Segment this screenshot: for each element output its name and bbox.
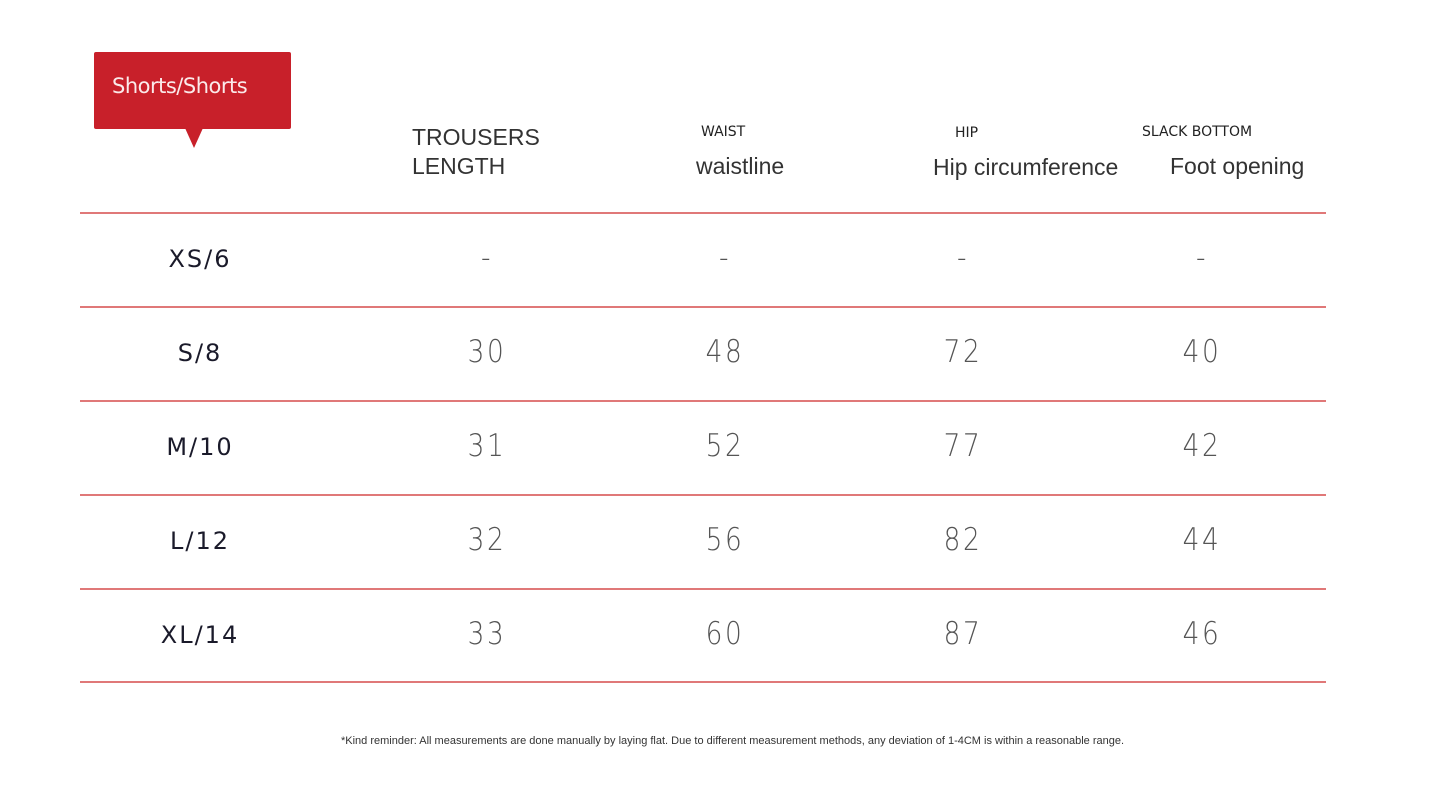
header-foot-opening: Foot opening xyxy=(1170,153,1305,179)
measurement-value: 77 xyxy=(943,428,983,464)
header-foot-small: SLACK BOTTOM xyxy=(1142,124,1253,140)
measurement-value: 48 xyxy=(705,334,745,370)
tag-pointer xyxy=(185,128,203,148)
measurement-value: 87 xyxy=(943,616,983,652)
measurement-value: 30 xyxy=(467,334,507,370)
measurement-value: 32 xyxy=(467,522,507,558)
measurement-value: 82 xyxy=(943,522,983,558)
category-tag: Shorts/Shorts xyxy=(94,52,291,129)
size-label: L/12 xyxy=(170,527,230,555)
header-hip-small: HIP xyxy=(955,125,979,141)
measurement-value: 56 xyxy=(705,522,745,558)
header-line: LENGTH xyxy=(412,153,506,179)
measurement-value: - xyxy=(718,240,732,276)
row-divider xyxy=(80,494,1326,496)
row-divider xyxy=(80,588,1326,590)
header-waist: waistline xyxy=(696,153,785,179)
category-label: Shorts/Shorts xyxy=(112,74,248,98)
measurement-value: - xyxy=(1195,240,1209,276)
row-divider xyxy=(80,306,1326,308)
measurement-value: 52 xyxy=(705,428,745,464)
row-divider xyxy=(80,681,1326,683)
row-divider xyxy=(80,212,1326,214)
size-label: M/10 xyxy=(166,433,234,461)
measurement-value: 42 xyxy=(1182,428,1222,464)
measurement-note: *Kind reminder: All measurements are don… xyxy=(341,735,1125,747)
row-divider xyxy=(80,400,1326,402)
measurement-value: 46 xyxy=(1182,616,1222,652)
header-trousers-length: TROUSERS LENGTH xyxy=(412,123,540,181)
measurement-value: 44 xyxy=(1182,522,1222,558)
measurement-value: 33 xyxy=(467,616,507,652)
size-label: XS/6 xyxy=(168,245,232,273)
measurement-value: 60 xyxy=(705,616,745,652)
header-waist-small: WAIST xyxy=(701,124,746,140)
measurement-value: - xyxy=(956,240,970,276)
header-hip: Hip circumference xyxy=(933,154,1119,180)
measurement-value: 72 xyxy=(943,334,983,370)
measurement-value: 40 xyxy=(1182,334,1222,370)
measurement-value: 31 xyxy=(467,428,507,464)
header-line: TROUSERS xyxy=(412,124,540,150)
measurement-value: - xyxy=(480,240,494,276)
size-label: XL/14 xyxy=(160,621,240,649)
size-label: S/8 xyxy=(177,339,223,367)
